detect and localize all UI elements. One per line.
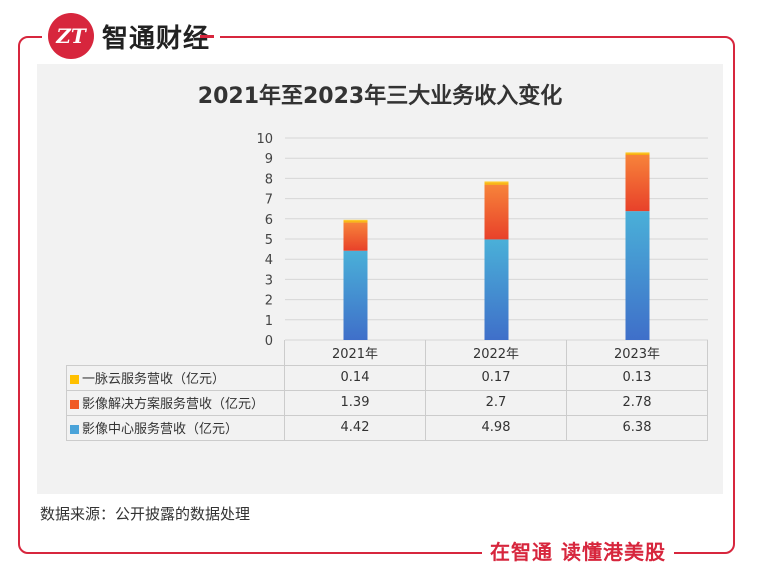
chart-title: 2021年至2023年三大业务收入变化 — [197, 84, 563, 109]
bar-segment — [343, 219, 368, 223]
legend-swatch — [70, 425, 79, 434]
y-tick-label: 4 — [265, 253, 273, 268]
data-source-note: 数据来源：公开披露的数据处理 — [40, 505, 251, 523]
brand-name: 智通财经 — [102, 23, 211, 54]
data-label: 0.17 — [425, 364, 567, 391]
y-tick-label: 10 — [256, 132, 273, 147]
y-tick-label: 3 — [265, 273, 273, 288]
y-tick-label: 9 — [265, 152, 273, 167]
bar-segment — [625, 211, 650, 340]
data-label: 4.98 — [425, 414, 567, 441]
bar-segment — [343, 250, 368, 340]
data-label: 2.78 — [566, 389, 708, 416]
bar-segment — [484, 184, 509, 240]
legend-entry: 影像中心服务营收（亿元） — [66, 414, 285, 441]
legend-swatch — [70, 375, 79, 384]
table-row: 影像解决方案服务营收（亿元） 1.39 2.7 2.78 — [66, 389, 708, 416]
table-corner — [66, 340, 285, 366]
footer-slogan: 在智通 读懂港美股 — [482, 536, 674, 565]
data-table: 2021年 2022年 2023年 一脉云服务营收（亿元） 0.14 0.17 0.13 影像… — [66, 340, 708, 441]
y-tick-label: 8 — [265, 172, 273, 187]
legend-entry: 一脉云服务营收（亿元） — [66, 364, 285, 391]
data-label: 2.7 — [425, 389, 567, 416]
brand-header: ZT 智通财经 — [42, 10, 221, 62]
y-tick-label: 1 — [265, 314, 273, 329]
bar-segment — [484, 239, 509, 340]
x-tick-label: 2023年 — [566, 340, 708, 366]
brand-logo: ZT — [48, 13, 94, 59]
data-label: 0.13 — [566, 364, 708, 391]
bar-segment — [484, 181, 509, 185]
data-label: 4.42 — [284, 414, 426, 441]
brand-divider — [200, 35, 214, 38]
y-tick-label: 5 — [265, 233, 273, 248]
bar-segment — [343, 222, 368, 251]
legend-entry: 影像解决方案服务营收（亿元） — [66, 389, 285, 416]
y-tick-label: 6 — [265, 213, 273, 228]
bar-segment — [625, 154, 650, 212]
table-row: 影像中心服务营收（亿元） 4.42 4.98 6.38 — [66, 414, 708, 441]
table-row: 一脉云服务营收（亿元） 0.14 0.17 0.13 — [66, 364, 708, 391]
y-tick-label: 7 — [265, 193, 273, 208]
data-label: 6.38 — [566, 414, 708, 441]
x-tick-label: 2021年 — [284, 340, 426, 366]
x-tick-label: 2022年 — [425, 340, 567, 366]
bar-segment — [625, 152, 650, 155]
card-frame — [18, 36, 735, 554]
y-tick-label: 2 — [265, 294, 273, 309]
data-label: 1.39 — [284, 389, 426, 416]
legend-swatch — [70, 400, 79, 409]
data-label: 0.14 — [284, 364, 426, 391]
